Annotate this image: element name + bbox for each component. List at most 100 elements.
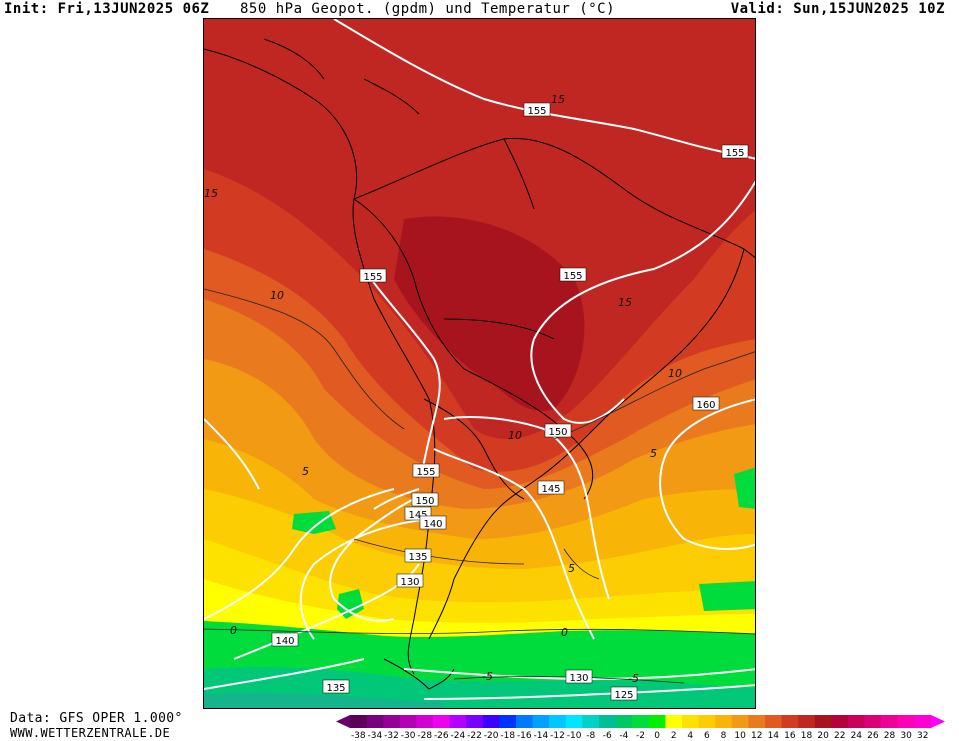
legend-swatch: [914, 715, 932, 728]
legend-tick-label: -38: [351, 731, 366, 741]
gph-label-9: 150: [415, 496, 434, 507]
legend-tick-label: -8: [586, 731, 595, 741]
legend-tick-label: 18: [801, 731, 813, 741]
legend-tick-label: -20: [484, 731, 499, 741]
website-label: WWW.WETTERZENTRALE.DE: [10, 726, 171, 740]
cold-patch-pacific: [292, 511, 336, 534]
temp-band-minus4: [204, 693, 444, 708]
legend-swatch: [582, 715, 600, 728]
legend-swatch: [831, 715, 849, 728]
legend-arrow-right: [931, 715, 945, 728]
geopotential-labels: 155 155 155 155 160 150 145 155 150 145 …: [271, 102, 749, 701]
gph-label-10: 145: [408, 510, 427, 521]
gph-label-2: 155: [725, 148, 744, 159]
legend-swatch: [449, 715, 467, 728]
legend-tick-label: -18: [500, 731, 515, 741]
temperature-color-legend: -38 -34 -32 -30 -28 -26 -24 -22 -20 -18 -16 -14 -12-…: [336, 714, 958, 741]
legend-tick-label: 32: [917, 731, 928, 741]
legend-swatch: [599, 715, 617, 728]
legend-tick-label: 16: [784, 731, 796, 741]
gph-label-13: 130: [400, 577, 419, 588]
legend-swatch: [665, 715, 683, 728]
map-canvas: 155 155 155 155 160 150 145 155 150 145 …: [204, 19, 755, 708]
temp-label-13: -5: [628, 672, 639, 685]
legend-tick-label: -30: [401, 731, 416, 741]
chart-title: 850 hPa Geopot. (gpdm) und Temperatur (°…: [240, 1, 616, 17]
temp-band-20-core: [394, 216, 585, 412]
legend-swatch: [881, 715, 899, 728]
temp-label-4: 10: [270, 289, 284, 302]
legend-swatch: [466, 715, 484, 728]
legend-tick-label: 12: [751, 731, 762, 741]
legend-tick-label: -26: [434, 731, 449, 741]
legend-swatch: [350, 715, 368, 728]
temp-label-7: 5: [302, 465, 309, 478]
legend-tick-label: -2: [636, 731, 645, 741]
gph-label-12: 135: [408, 552, 427, 563]
legend-tick-label: -6: [603, 731, 612, 741]
temp-label-6: 10: [508, 429, 522, 442]
legend-tick-label: -22: [467, 731, 482, 741]
geopotential-isolines: [204, 19, 755, 700]
gph-label-3: 155: [363, 272, 382, 283]
temp-label-12: -5: [482, 670, 493, 683]
legend-tick-label: 6: [704, 731, 710, 741]
valid-time-label: Valid: Sun,15JUN2025 10Z: [730, 1, 945, 17]
legend-tick-label: -34: [368, 731, 383, 741]
gph-label-15: 135: [326, 683, 345, 694]
init-time-label: Init: Fri,13JUN2025 06Z: [4, 1, 210, 17]
legend-tick-label: 28: [884, 731, 896, 741]
legend-swatch: [399, 715, 417, 728]
temp-label-11: 0: [561, 626, 568, 639]
legend-tick-label: 4: [687, 731, 693, 741]
legend-swatch: [715, 715, 733, 728]
legend-swatch: [731, 715, 749, 728]
legend-swatch: [615, 715, 633, 728]
legend-swatch: [532, 715, 550, 728]
legend-tick-label: -14: [534, 731, 549, 741]
cold-patch-east: [699, 581, 755, 611]
temp-label-5: 10: [668, 367, 682, 380]
legend-swatch: [565, 715, 583, 728]
gph-label-17: 125: [614, 690, 633, 701]
legend-swatch: [748, 715, 766, 728]
temp-label-10: 0: [230, 624, 237, 637]
temp-label-9: 5: [568, 562, 575, 575]
legend-tick-label: -28: [417, 731, 432, 741]
temp-label-8: 5: [650, 447, 657, 460]
legend-tick-label: -16: [517, 731, 532, 741]
legend-swatch: [765, 715, 783, 728]
legend-swatch: [383, 715, 401, 728]
temp-label-2: 15: [204, 187, 218, 200]
temperature-labels: 15 15 15 10 10 10 5 5 5 0 0 -5 -5: [204, 93, 682, 685]
legend-arrow-left: [336, 715, 350, 728]
legend-tick-label: -4: [619, 731, 628, 741]
legend-swatch: [848, 715, 866, 728]
legend-swatch: [433, 715, 451, 728]
data-source-label: Data: GFS OPER 1.000°: [10, 711, 183, 726]
legend-tick-label: 24: [851, 731, 863, 741]
gph-label-4: 155: [563, 271, 582, 282]
legend-tick-label: -10: [567, 731, 582, 741]
legend-swatch: [814, 715, 832, 728]
gph-label-6: 150: [548, 427, 567, 438]
legend-swatch: [864, 715, 882, 728]
gph-label-7: 145: [541, 484, 560, 495]
legend-tick-label: 26: [867, 731, 879, 741]
temperature-isolines: [204, 288, 755, 684]
legend-tick-label: -32: [384, 731, 399, 741]
legend-swatch: [648, 715, 666, 728]
gph-label-16: 130: [569, 673, 588, 684]
legend-tick-label: -12: [550, 731, 565, 741]
legend-swatch: [366, 715, 384, 728]
legend-swatch: [516, 715, 534, 728]
legend-swatch: [499, 715, 517, 728]
legend-swatch: [549, 715, 567, 728]
cold-patch-atlantic: [734, 467, 755, 509]
temp-label-3: 15: [618, 296, 632, 309]
temp-label-1: 15: [551, 93, 565, 106]
legend-swatch: [632, 715, 650, 728]
gph-label-11: 140: [423, 519, 442, 530]
legend-tick-label: 0: [654, 731, 660, 741]
legend-tick-label: 14: [768, 731, 780, 741]
